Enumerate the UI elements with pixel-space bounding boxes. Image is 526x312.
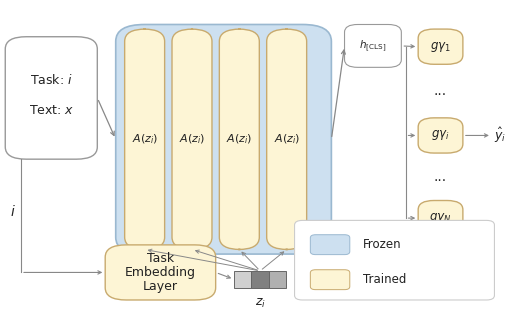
Bar xyxy=(234,271,251,288)
Text: $A(z_i)$: $A(z_i)$ xyxy=(274,133,300,146)
Text: Text: $\it{x}$: Text: $\it{x}$ xyxy=(28,104,74,117)
FancyBboxPatch shape xyxy=(345,24,401,67)
FancyBboxPatch shape xyxy=(125,29,165,250)
Text: ...: ... xyxy=(434,170,447,184)
FancyBboxPatch shape xyxy=(310,235,350,255)
FancyBboxPatch shape xyxy=(295,220,494,300)
Text: $A(z_i)$: $A(z_i)$ xyxy=(132,133,158,146)
FancyBboxPatch shape xyxy=(418,118,463,153)
Bar xyxy=(269,271,286,288)
FancyBboxPatch shape xyxy=(310,270,350,290)
Bar xyxy=(251,271,269,288)
FancyBboxPatch shape xyxy=(267,29,307,250)
FancyBboxPatch shape xyxy=(418,29,463,64)
Text: Trained: Trained xyxy=(363,273,406,286)
Text: $A(z_i)$: $A(z_i)$ xyxy=(226,133,252,146)
Text: $i$: $i$ xyxy=(11,204,16,219)
Text: Task: Task xyxy=(147,252,174,265)
Text: $z_i$: $z_i$ xyxy=(255,297,266,310)
FancyBboxPatch shape xyxy=(219,29,259,250)
Text: $A(z_i)$: $A(z_i)$ xyxy=(179,133,205,146)
FancyBboxPatch shape xyxy=(105,245,216,300)
Text: Frozen: Frozen xyxy=(363,238,401,251)
Text: ...: ... xyxy=(434,84,447,98)
FancyBboxPatch shape xyxy=(172,29,212,250)
Text: $g\gamma_N$: $g\gamma_N$ xyxy=(429,211,452,225)
Text: $g\gamma_1$: $g\gamma_1$ xyxy=(430,40,451,54)
Text: $g\gamma_i$: $g\gamma_i$ xyxy=(431,129,450,143)
FancyBboxPatch shape xyxy=(418,201,463,236)
Text: Task: $\it{i}$: Task: $\it{i}$ xyxy=(30,73,73,87)
Text: $\hat{y}_i$: $\hat{y}_i$ xyxy=(494,126,507,145)
Text: Embedding: Embedding xyxy=(125,266,196,279)
Text: $h_{[\mathrm{CLS}]}$: $h_{[\mathrm{CLS}]}$ xyxy=(359,38,387,54)
FancyBboxPatch shape xyxy=(5,37,97,159)
FancyBboxPatch shape xyxy=(116,24,331,254)
Text: Layer: Layer xyxy=(143,280,178,293)
